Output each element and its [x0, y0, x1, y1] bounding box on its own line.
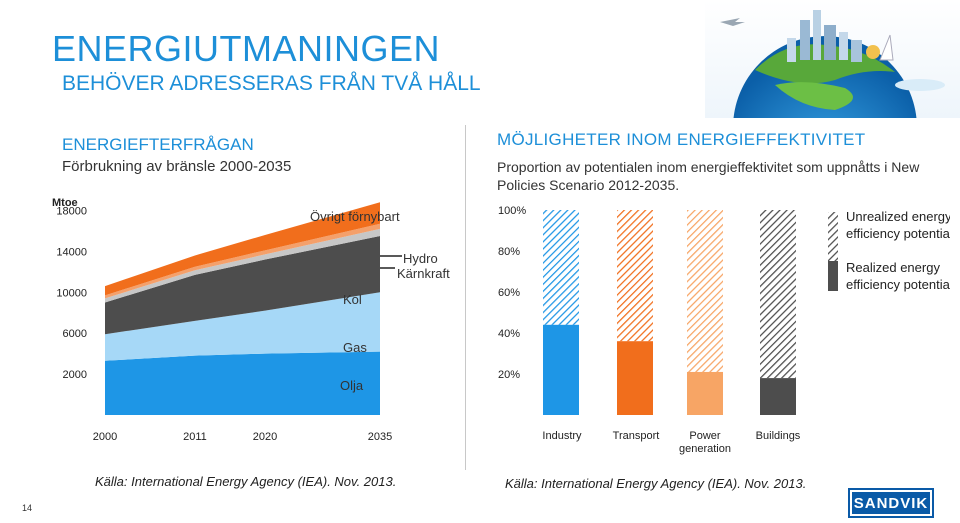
- bar-unrealized: [687, 210, 723, 372]
- logo-text: SANDVIK: [853, 494, 929, 512]
- legend-label-unrealized-2: efficiency potential: [846, 226, 950, 241]
- legend-swatch-unrealized: [828, 212, 838, 269]
- area-series-gas: [105, 292, 380, 361]
- area-series-övrigt-förnybart: [105, 202, 380, 296]
- bar-unrealized: [617, 210, 653, 342]
- area-series-hydro: [105, 223, 380, 299]
- left-panel-heading: ENERGIEFTERFRÅGAN: [62, 135, 254, 154]
- panel-divider: [465, 125, 466, 470]
- series-label-kol: Kol: [343, 292, 362, 307]
- y-tick-label: 2000: [63, 369, 87, 381]
- y-tick-label: 14000: [56, 246, 87, 258]
- series-label-hydro: Hydro: [403, 251, 438, 266]
- legend-label-realized: Realized energy: [846, 260, 940, 275]
- bar-realized: [543, 324, 579, 415]
- x-tick-label: 2020: [253, 431, 277, 443]
- y-tick-label: 20%: [498, 369, 520, 381]
- series-label-karnkraft: Kärnkraft: [397, 266, 450, 281]
- y-tick-label: 100%: [498, 205, 526, 217]
- area-series-kärnkraft: [105, 228, 380, 303]
- x-tick-label-industry: Industry: [542, 430, 582, 442]
- globe-illustration: [705, 0, 960, 220]
- area-series-olja: [105, 351, 380, 415]
- x-tick-label-power: Power: [689, 430, 721, 442]
- y-axis-label: Mtoe: [52, 197, 78, 209]
- area-series-kol: [105, 236, 380, 335]
- y-tick-label: 6000: [63, 328, 87, 340]
- left-panel-subheading: Förbrukning av bränsle 2000-2035: [62, 158, 292, 175]
- x-tick-label-generation: generation: [679, 443, 731, 455]
- bar-realized: [617, 341, 653, 415]
- series-label-gas: Gas: [343, 340, 367, 355]
- left-source-note: Källa: International Energy Agency (IEA)…: [95, 474, 397, 489]
- slide-subtitle: BEHÖVER ADRESSERAS FRÅN TVÅ HÅLL: [62, 72, 481, 95]
- right-panel-heading: MÖJLIGHETER INOM ENERGIEFFEKTIVITET: [497, 130, 866, 149]
- y-tick-label: 40%: [498, 328, 520, 340]
- legend-label-realized-2: efficiency potential: [846, 277, 950, 292]
- x-tick-label-transport: Transport: [613, 430, 660, 442]
- y-tick-label: 80%: [498, 246, 520, 258]
- bar-realized: [760, 378, 796, 415]
- x-tick-label-buildings: Buildings: [756, 430, 801, 442]
- y-tick-label: 18000: [56, 205, 87, 217]
- bar-unrealized: [760, 210, 796, 379]
- area-chart: Mtoe 2000 6000 10000 14000 18000 2000 2011 2020 2…: [40, 190, 470, 450]
- bar-chart: 20% 40% 60% 80% 100% Industry Transport Power ge…: [480, 198, 953, 460]
- slide-title: ENERGIUTMANINGEN: [52, 28, 441, 69]
- bar-realized: [687, 371, 723, 415]
- right-panel-subheading: Proportion av potentialen inom energieff…: [497, 159, 920, 193]
- x-tick-label: 2011: [183, 431, 207, 443]
- sandvik-logo: SANDVIK: [848, 488, 934, 518]
- y-tick-label: 60%: [498, 287, 520, 299]
- legend-swatch-realized: [828, 261, 838, 291]
- y-tick-label: 10000: [56, 287, 87, 299]
- series-label-olja: Olja: [340, 378, 364, 393]
- right-source-note: Källa: International Energy Agency (IEA)…: [505, 476, 807, 491]
- x-tick-label: 2035: [368, 431, 392, 443]
- series-label-ovrigt: Övrigt förnybart: [310, 209, 400, 224]
- bar-unrealized: [543, 210, 579, 325]
- x-tick-label: 2000: [93, 431, 117, 443]
- legend-label-unrealized: Unrealized energy: [846, 209, 950, 224]
- page-number: 14: [22, 503, 33, 513]
